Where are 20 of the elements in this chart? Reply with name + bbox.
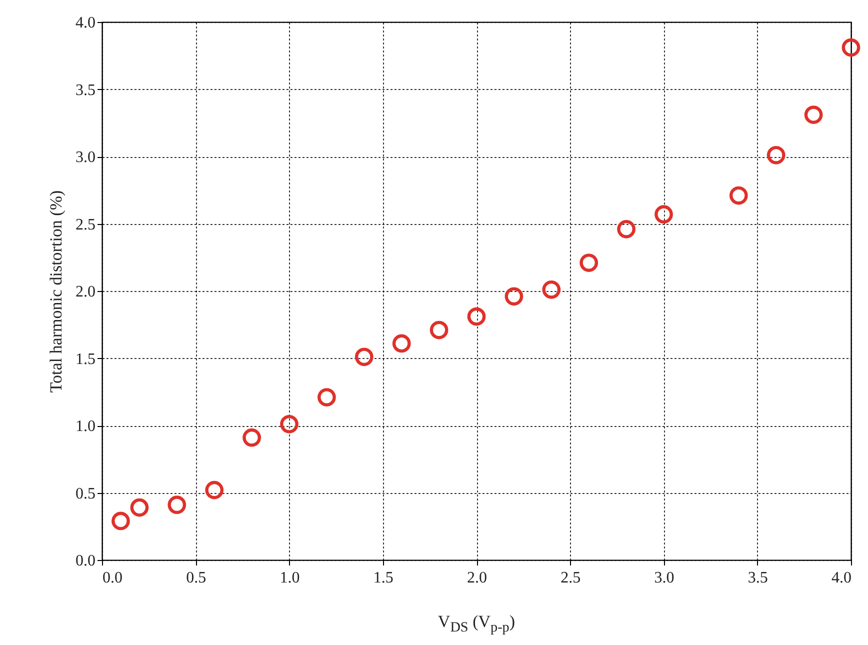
y-tick-label: 4.0 (76, 14, 96, 32)
x-tick-label: 3.5 (748, 570, 768, 586)
x-tick-label: 0.5 (186, 570, 206, 586)
y-tick-label: 1.5 (76, 350, 96, 368)
x-tick-label: 0.0 (102, 570, 122, 586)
x-tick-label: 4.0 (832, 570, 852, 586)
y-tick-label: 2.5 (76, 216, 96, 234)
x-tick-label: 3.0 (654, 570, 674, 586)
x-tick-label: 1.0 (280, 570, 300, 586)
y-tick-label: 3.5 (76, 82, 96, 99)
x-tick-label: 2.5 (560, 570, 581, 586)
x-tick-label: 1.5 (373, 570, 394, 586)
y-tick-label: 0.5 (76, 485, 96, 502)
y-tick-label: 2.0 (76, 284, 96, 300)
y-tick-label: 0.0 (76, 552, 96, 570)
y-axis-title: Total harmonic distortion (%) (46, 190, 66, 393)
y-tick-label: 3.0 (76, 149, 96, 166)
y-tick-label: 1.0 (76, 418, 96, 435)
x-axis-title: V$_{DS}$ (V$_{p-p}$) (436, 612, 516, 636)
x-tick-label: 2.0 (467, 570, 487, 586)
